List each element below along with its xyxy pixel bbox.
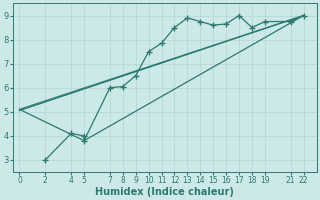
X-axis label: Humidex (Indice chaleur): Humidex (Indice chaleur) [95, 187, 234, 197]
